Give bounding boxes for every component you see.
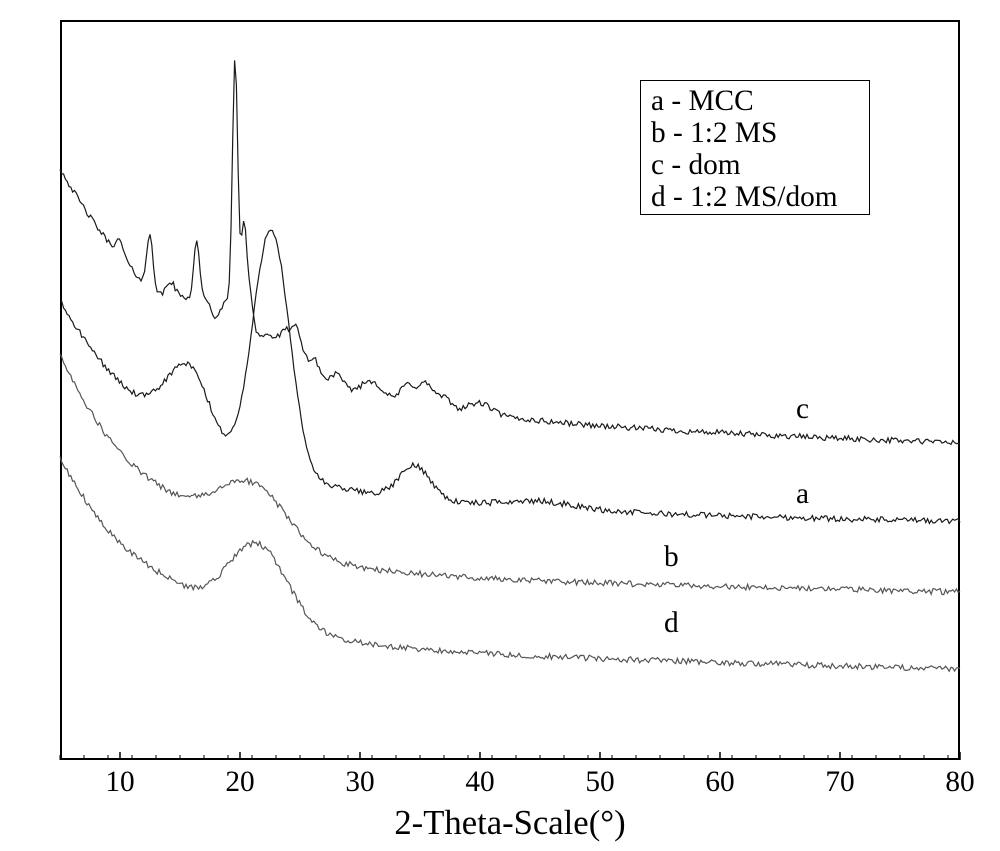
xrd-figure: a - MCC b - 1:2 MS c - dom d - 1:2 MS/do…: [0, 0, 1000, 851]
legend-item-d: d - 1:2 MS/dom: [651, 181, 859, 213]
x-tick-label: 70: [820, 766, 860, 799]
trace-label-d: d: [664, 607, 679, 640]
x-tick-label: 40: [460, 766, 500, 799]
trace-label-c: c: [796, 393, 809, 426]
trace-b: [60, 354, 960, 595]
x-tick-label: 10: [100, 766, 140, 799]
x-tick-label: 50: [580, 766, 620, 799]
x-tick-label: 30: [340, 766, 380, 799]
x-axis-label: 2-Theta-Scale(°): [60, 804, 960, 843]
trace-a: [60, 230, 960, 523]
x-tick-label: 80: [940, 766, 980, 799]
x-tick-label: 60: [700, 766, 740, 799]
trace-d: [60, 456, 960, 671]
trace-label-b: b: [664, 541, 679, 574]
x-tick-label: 20: [220, 766, 260, 799]
legend-box: a - MCC b - 1:2 MS c - dom d - 1:2 MS/do…: [640, 80, 870, 215]
legend-item-b: b - 1:2 MS: [651, 117, 859, 149]
trace-label-a: a: [796, 478, 809, 511]
legend-item-a: a - MCC: [651, 85, 859, 117]
legend-item-c: c - dom: [651, 149, 859, 181]
